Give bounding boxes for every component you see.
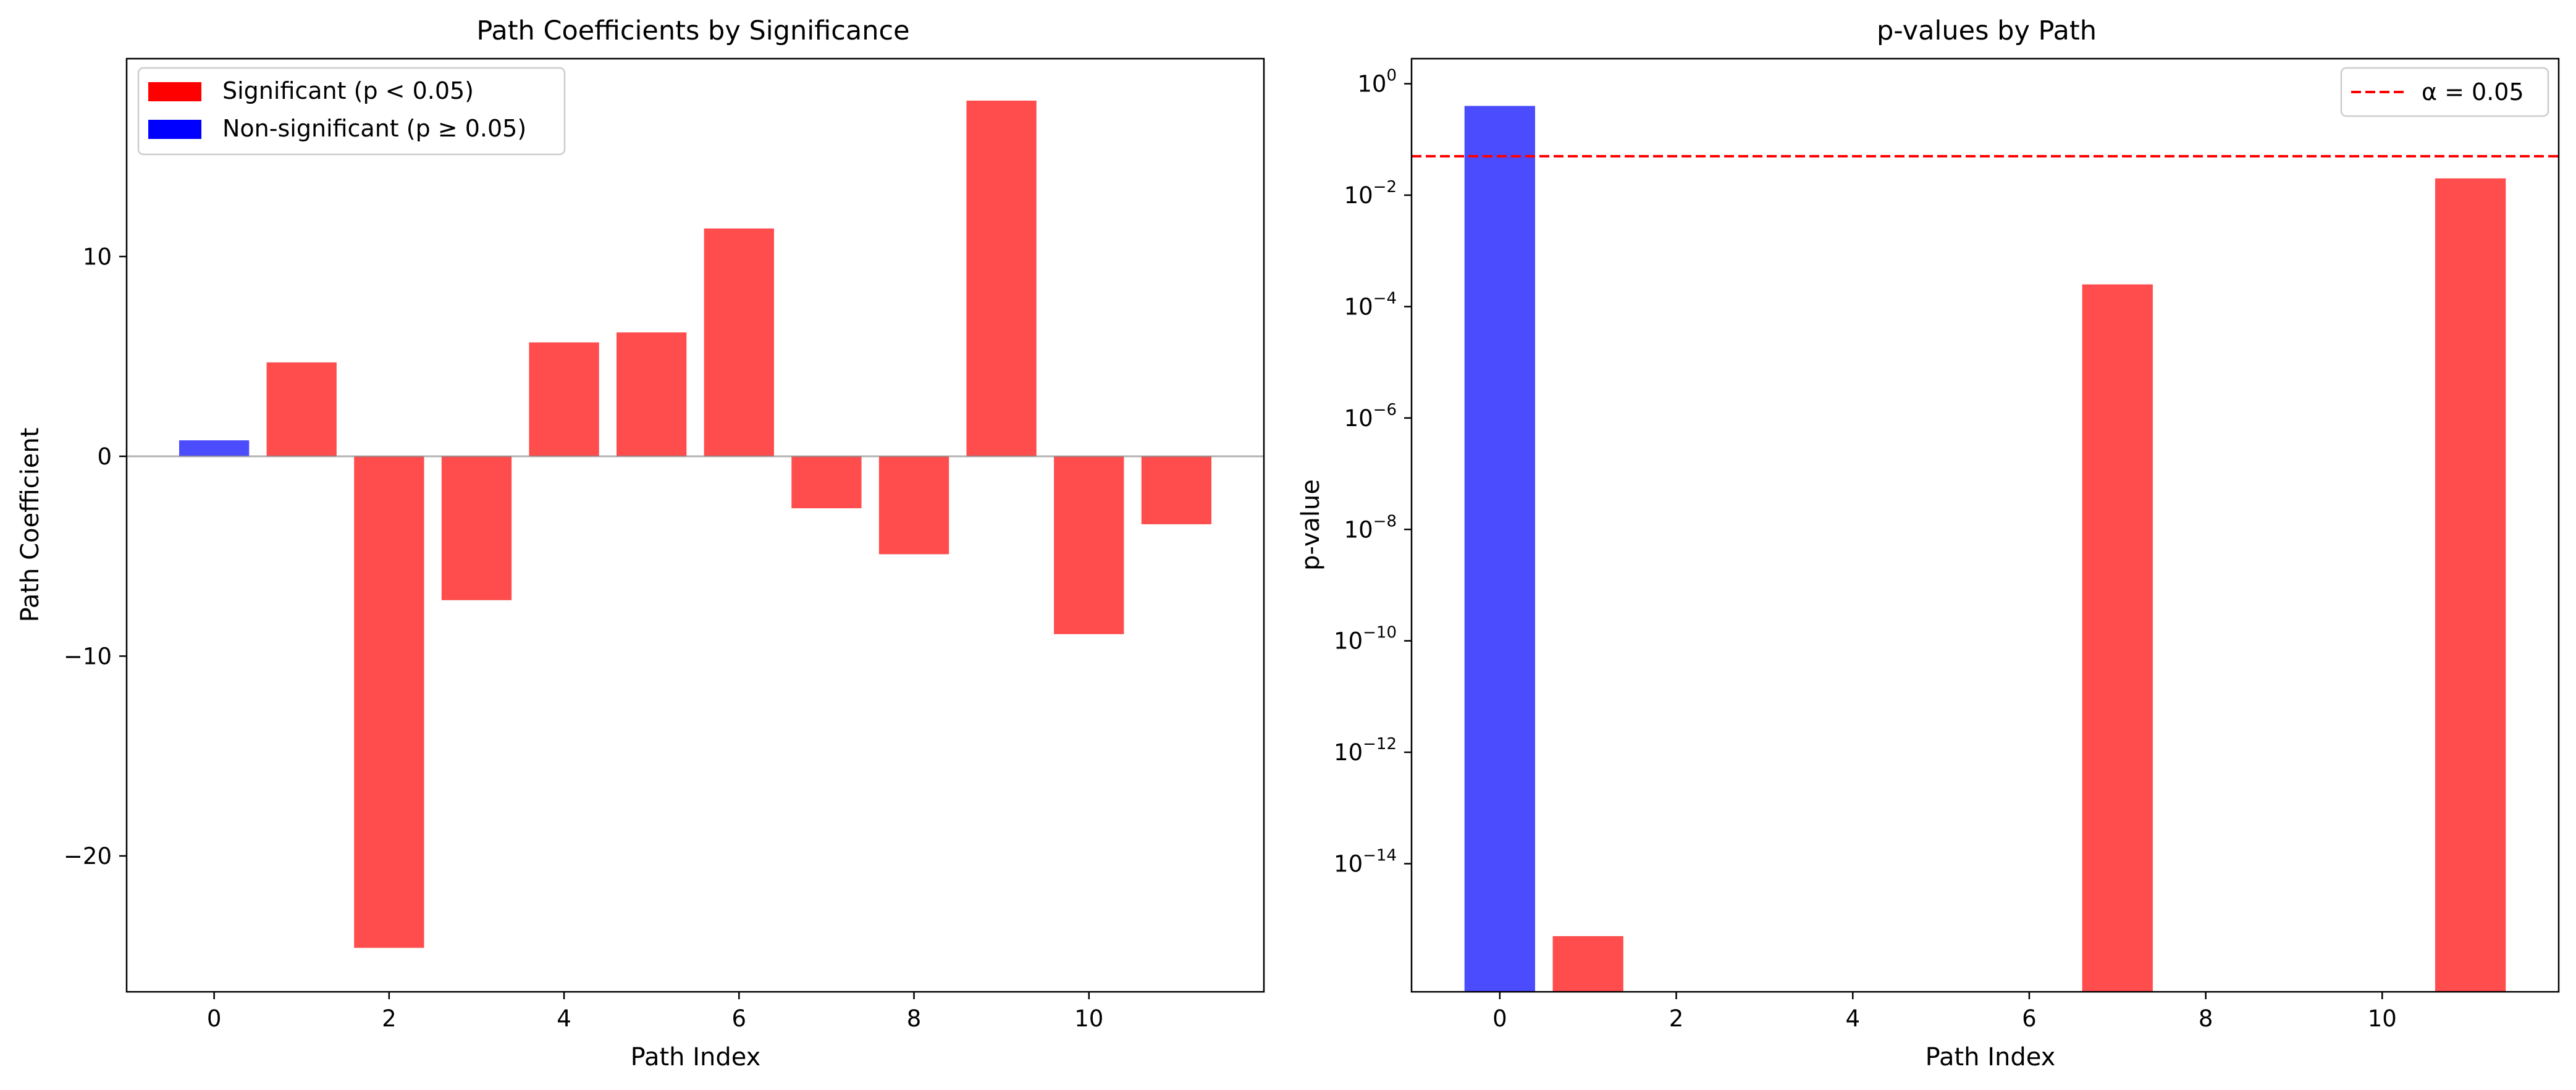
- coefficient-bar: [791, 456, 862, 508]
- x-tick-label: 8: [2199, 1005, 2213, 1032]
- coefficient-bar: [441, 456, 512, 600]
- y-tick-label: 10−2: [1344, 178, 1397, 209]
- x-tick-label: 4: [1845, 1005, 1860, 1032]
- x-tick-label: 8: [907, 1005, 922, 1032]
- coefficient-bar: [529, 342, 599, 456]
- x-tick-label: 10: [2368, 1005, 2397, 1032]
- coefficient-bar: [704, 228, 774, 456]
- pvalue-bar: [1464, 106, 1535, 992]
- coefficient-bar: [878, 456, 949, 555]
- x-tick-label: 4: [557, 1005, 571, 1032]
- x-tick-label: 0: [207, 1005, 222, 1032]
- y-tick-label: 0: [97, 443, 112, 470]
- legend-box: [137, 67, 566, 156]
- chart-title-pvalues: p-values by Path: [1877, 15, 2097, 46]
- legend-swatch-non-significant: [148, 120, 201, 139]
- pvalue-x-axis-label: Path Index: [1926, 1043, 2056, 1071]
- coefficient-bar: [617, 332, 687, 456]
- legend-swatch-significant: [148, 82, 201, 101]
- y-tick-label: 10−4: [1344, 289, 1397, 320]
- pvalue-bar: [2082, 284, 2153, 992]
- y-tick-label: 10: [83, 243, 112, 270]
- pvalue-y-axis-label: p-value: [1297, 479, 1325, 571]
- x-tick-label: 6: [732, 1005, 747, 1032]
- y-tick-label: −10: [64, 643, 112, 669]
- x-tick-label: 6: [2022, 1005, 2037, 1032]
- pvalue-chart: p-values by Path 0 2 4 6 8 1010010−210−410−61…: [1297, 15, 2560, 1071]
- coefficient-bar: [179, 440, 250, 456]
- pvalue-plot-frame: [1410, 57, 2560, 993]
- coefficient-bar: [354, 456, 424, 948]
- legend-label-non-significant: Non-significant (p ≥ 0.05): [222, 115, 526, 142]
- chart-title-coefficients: Path Coefficients by Significance: [476, 15, 909, 46]
- pvalue-ticks: 0 2 4 6 8 1010010−210−410−610−810−1010−1210−1…: [1334, 67, 2397, 1032]
- legend-box: [2340, 67, 2549, 117]
- coefficient-ticks: 0 2 4 6 8 10 −20 −10 0 10: [64, 243, 1103, 1032]
- coefficient-y-axis-label: Path Coefficient: [16, 427, 44, 622]
- coefficient-bar: [1141, 456, 1212, 524]
- pvalue-bar: [2435, 178, 2506, 992]
- pvalue-bars: [1464, 106, 2506, 992]
- coefficient-bars: [179, 100, 1212, 948]
- legend-label-significant: Significant (p < 0.05): [222, 77, 474, 104]
- coefficient-legend: Significant (p < 0.05) Non-significant (…: [137, 67, 566, 156]
- coefficient-chart: Path Coefficients by Significance 0 2 4 6 8 1…: [16, 15, 1265, 1071]
- coefficient-plot-frame: [125, 57, 1265, 993]
- x-tick-label: 2: [1669, 1005, 1684, 1032]
- coefficient-bar: [1054, 456, 1124, 634]
- x-tick-label: 0: [1492, 1005, 1507, 1032]
- x-tick-label: 10: [1074, 1005, 1103, 1032]
- pvalue-legend: α = 0.05: [2340, 67, 2549, 117]
- coefficient-x-axis-label: Path Index: [631, 1043, 761, 1071]
- pvalue-bar: [1552, 936, 1623, 992]
- legend-label-alpha: α = 0.05: [2422, 78, 2524, 106]
- coefficient-bar: [266, 362, 337, 456]
- y-tick-label: −20: [64, 843, 112, 870]
- x-tick-label: 2: [382, 1005, 397, 1032]
- coefficient-bar: [966, 100, 1037, 456]
